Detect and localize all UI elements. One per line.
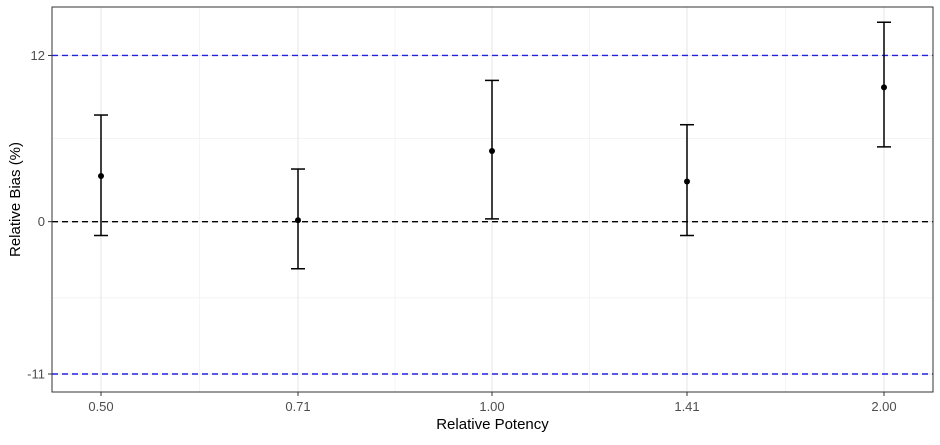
data-points [98,84,887,224]
x-tick-label: 2.00 [871,399,896,414]
y-axis: 12 0 -11 [27,48,52,381]
data-point [489,148,495,155]
reference-lines [52,54,933,375]
x-tick-label: 1.00 [479,399,504,414]
x-axis-label: Relative Potency [436,416,549,433]
x-axis: 0.50 0.71 1.00 1.41 2.00 [88,392,897,414]
y-tick-label: 0 [38,214,45,229]
y-axis-label: Relative Bias (%) [7,142,24,257]
x-tick-label: 1.41 [674,399,699,414]
data-point [295,217,301,224]
data-point [881,84,887,91]
x-tick-label: 0.71 [285,399,310,414]
data-point [684,178,690,185]
data-point [98,172,104,179]
y-tick-label: -11 [27,366,45,381]
x-tick-label: 0.50 [88,399,113,414]
y-tick-label: 12 [31,48,45,63]
